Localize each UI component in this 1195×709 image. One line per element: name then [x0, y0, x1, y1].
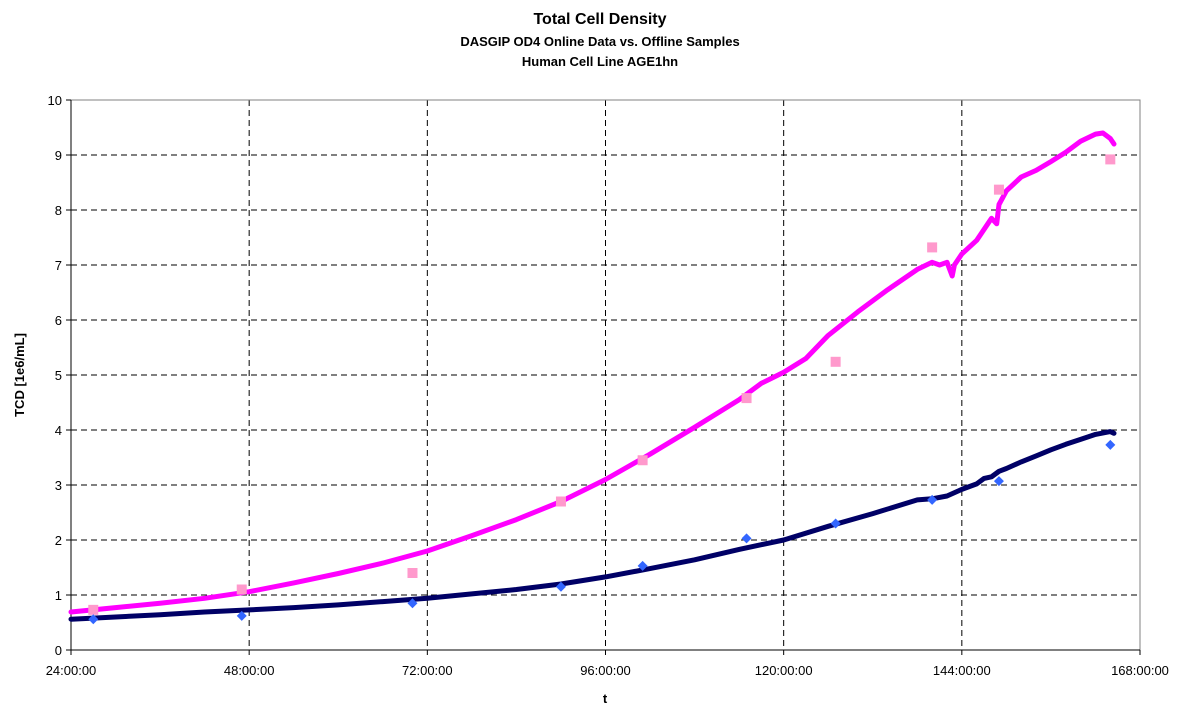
sample-point-diamond	[741, 533, 752, 544]
y-tick-label: 10	[48, 93, 62, 108]
y-tick-label: 5	[55, 368, 62, 383]
series-line-0	[68, 130, 1117, 615]
x-tick-label: 24:00:00	[46, 663, 97, 678]
series-line-1	[68, 429, 1117, 622]
y-tick-label: 1	[55, 588, 62, 603]
y-axis-label: TCD [1e6/mL]	[12, 333, 27, 417]
sample-point-square	[407, 568, 418, 578]
sample-point-square	[993, 184, 1004, 195]
chart-subtitle-line-1: DASGIP OD4 Online Data vs. Offline Sampl…	[460, 34, 739, 49]
sample-point-diamond	[555, 581, 566, 592]
sample-point-square	[927, 242, 938, 253]
y-tick-label: 7	[55, 258, 62, 273]
sample-point-square	[88, 604, 99, 615]
y-tick-label: 2	[55, 533, 62, 548]
sample-point-diamond	[830, 518, 841, 529]
x-axis-label: t	[603, 691, 608, 706]
gridlines	[71, 100, 1140, 650]
series-layer	[68, 130, 1117, 625]
y-tick-label: 3	[55, 478, 62, 493]
sample-point-diamond	[1105, 439, 1116, 450]
sample-point-diamond	[407, 598, 418, 609]
y-tick-label: 9	[55, 148, 62, 163]
sample-point-square	[741, 393, 752, 404]
x-tick-label: 120:00:00	[755, 663, 813, 678]
sample-point-square	[555, 496, 566, 507]
x-tick-label: 96:00:00	[580, 663, 631, 678]
x-tick-label: 72:00:00	[402, 663, 453, 678]
y-tick-label: 8	[55, 203, 62, 218]
chart-title: Total Cell Density	[533, 11, 666, 28]
chart-subtitle-line-2: Human Cell Line AGE1hn	[522, 54, 678, 69]
sample-point-diamond	[637, 560, 648, 571]
sample-point-diamond	[927, 494, 938, 505]
x-tick-label: 168:00:00	[1111, 663, 1169, 678]
sample-point-diamond	[236, 610, 247, 621]
y-tick-label: 4	[55, 423, 62, 438]
sample-point-diamond	[88, 614, 99, 625]
sample-point-square	[830, 356, 841, 367]
axes	[66, 99, 1141, 655]
x-tick-label: 144:00:00	[933, 663, 991, 678]
sample-point-square	[637, 455, 648, 466]
tick-labels: 0 1 2 3 4 5 6 7 8 9 10 24:00:00 48:00:00 72:00:00 96:0…	[46, 93, 1169, 678]
y-tick-label: 0	[55, 643, 62, 658]
sample-point-square	[236, 584, 247, 595]
sample-point-square	[1105, 154, 1116, 165]
y-tick-label: 6	[55, 313, 62, 328]
sample-point-diamond	[993, 476, 1004, 487]
x-tick-label: 48:00:00	[224, 663, 275, 678]
